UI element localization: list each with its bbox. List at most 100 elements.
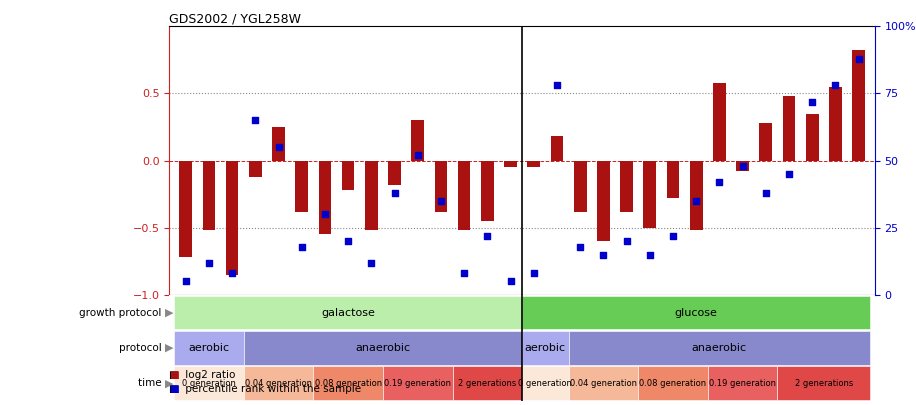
Bar	[249, 161, 262, 177]
Bar	[713, 83, 725, 161]
Bar	[434, 161, 447, 212]
Bar	[597, 161, 610, 241]
Text: GDS2002 / YGL258W: GDS2002 / YGL258W	[169, 12, 301, 25]
Point	[503, 278, 518, 285]
Bar	[643, 161, 656, 228]
Text: 0.19 generation: 0.19 generation	[384, 379, 452, 388]
Bar	[573, 161, 586, 212]
Point	[689, 198, 703, 204]
Bar	[202, 161, 215, 230]
Text: anaerobic: anaerobic	[355, 343, 410, 353]
Bar	[180, 161, 192, 257]
Bar	[174, 367, 244, 400]
Text: protocol: protocol	[119, 343, 165, 353]
Bar	[365, 161, 377, 230]
Text: aerobic: aerobic	[525, 343, 566, 353]
Text: 2 generations: 2 generations	[458, 379, 517, 388]
Text: 0.04 generation: 0.04 generation	[570, 379, 637, 388]
Bar	[522, 296, 870, 329]
Bar	[244, 367, 313, 400]
Bar	[313, 367, 383, 400]
Point	[851, 55, 866, 62]
Bar	[522, 331, 569, 365]
Text: ■: ■	[169, 384, 180, 394]
Text: aerobic: aerobic	[189, 343, 230, 353]
Point	[179, 278, 193, 285]
Text: 0.04 generation: 0.04 generation	[245, 379, 312, 388]
Bar	[806, 114, 819, 161]
Bar	[569, 331, 870, 365]
Text: 0.08 generation: 0.08 generation	[639, 379, 706, 388]
Bar	[383, 367, 453, 400]
Text: 0 generation: 0 generation	[518, 379, 572, 388]
Point	[318, 211, 333, 217]
Bar	[319, 161, 332, 234]
Bar	[551, 136, 563, 161]
Bar	[522, 367, 569, 400]
Text: galactose: galactose	[322, 307, 375, 318]
Point	[224, 270, 239, 277]
Bar	[829, 87, 842, 161]
Text: glucose: glucose	[675, 307, 717, 318]
Point	[550, 82, 564, 89]
Bar	[342, 161, 354, 190]
Bar	[388, 161, 401, 185]
Bar	[481, 161, 494, 221]
Point	[596, 252, 611, 258]
Point	[805, 98, 820, 105]
Point	[527, 270, 541, 277]
Bar	[504, 161, 517, 167]
Bar	[778, 367, 870, 400]
Bar	[782, 96, 795, 161]
Text: time: time	[138, 378, 165, 388]
Point	[666, 232, 681, 239]
Point	[712, 179, 726, 185]
Text: 2 generations: 2 generations	[794, 379, 853, 388]
Point	[248, 117, 263, 124]
Bar	[295, 161, 308, 212]
Text: ■: ■	[169, 370, 180, 379]
Text: ■  log2 ratio: ■ log2 ratio	[169, 370, 235, 379]
Point	[781, 171, 796, 177]
Text: 0.08 generation: 0.08 generation	[314, 379, 382, 388]
Point	[457, 270, 472, 277]
Bar	[569, 367, 638, 400]
Bar	[620, 161, 633, 212]
Point	[433, 198, 448, 204]
Bar	[174, 331, 244, 365]
Bar	[225, 161, 238, 275]
Bar	[638, 367, 708, 400]
Text: anaerobic: anaerobic	[692, 343, 747, 353]
Point	[828, 82, 843, 89]
Bar	[708, 367, 778, 400]
Text: ■  percentile rank within the sample: ■ percentile rank within the sample	[169, 384, 362, 394]
Point	[642, 252, 657, 258]
Text: ▶: ▶	[165, 378, 173, 388]
Point	[202, 260, 216, 266]
Bar	[174, 296, 522, 329]
Text: ▶: ▶	[165, 343, 173, 353]
Text: growth protocol: growth protocol	[80, 307, 165, 318]
Bar	[528, 161, 540, 167]
Point	[619, 238, 634, 245]
Point	[480, 232, 495, 239]
Text: 0 generation: 0 generation	[182, 379, 235, 388]
Point	[572, 243, 587, 250]
Point	[294, 243, 309, 250]
Point	[387, 190, 402, 196]
Bar	[667, 161, 680, 198]
Bar	[453, 367, 522, 400]
Text: 0.19 generation: 0.19 generation	[709, 379, 776, 388]
Point	[341, 238, 355, 245]
Point	[410, 152, 425, 158]
Point	[758, 190, 773, 196]
Bar	[244, 331, 522, 365]
Bar	[411, 120, 424, 161]
Point	[736, 163, 750, 169]
Point	[271, 144, 286, 150]
Text: ▶: ▶	[165, 307, 173, 318]
Bar	[272, 127, 285, 161]
Point	[364, 260, 378, 266]
Bar	[690, 161, 703, 230]
Bar	[458, 161, 471, 230]
